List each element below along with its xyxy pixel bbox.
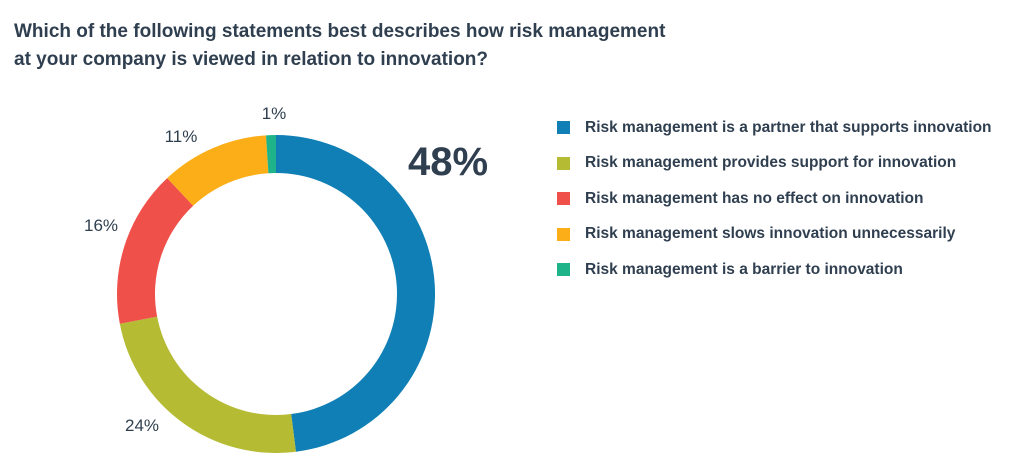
legend-swatch-4 [557,227,570,241]
legend-label-4: Risk management slows innovation unneces… [585,225,956,243]
legend-swatch-3 [557,192,570,206]
legend-item-2: Risk management provides support for inn… [557,146,992,182]
donut-slice-1 [276,135,435,452]
legend-label-5: Risk management is a barrier to innovati… [585,260,903,278]
slice-label-5: 1% [262,104,287,123]
slice-label-2: 24% [125,416,159,435]
donut-slice-3 [117,178,194,324]
legend-item-5: Risk management is a barrier to innovati… [557,252,992,288]
chart-title-line-1: Which of the following statements best d… [14,21,666,42]
legend-label-1: Risk management is a partner that suppor… [585,118,992,136]
legend-label-2: Risk management provides support for inn… [585,154,957,172]
slice-label-4: 11% [165,127,198,146]
chart-title-line-2: at your company is viewed in relation to… [14,49,489,70]
slice-label-3: 16% [84,216,118,235]
donut-slice-5 [266,135,276,174]
slice-label-1: 48% [408,140,488,184]
donut-slice-2 [119,316,296,454]
legend-swatch-1 [557,121,570,135]
legend-swatch-2 [557,156,570,170]
chart-legend: Risk management is a partner that suppor… [557,110,992,288]
legend-item-1: Risk management is a partner that suppor… [557,110,992,146]
legend-item-3: Risk management has no effect on innovat… [557,181,992,217]
chart-title: Which of the following statements best d… [14,18,694,74]
legend-swatch-5 [557,263,570,277]
legend-item-4: Risk management slows innovation unneces… [557,217,992,253]
donut-slice-4 [167,135,269,206]
legend-label-3: Risk management has no effect on innovat… [585,189,924,207]
